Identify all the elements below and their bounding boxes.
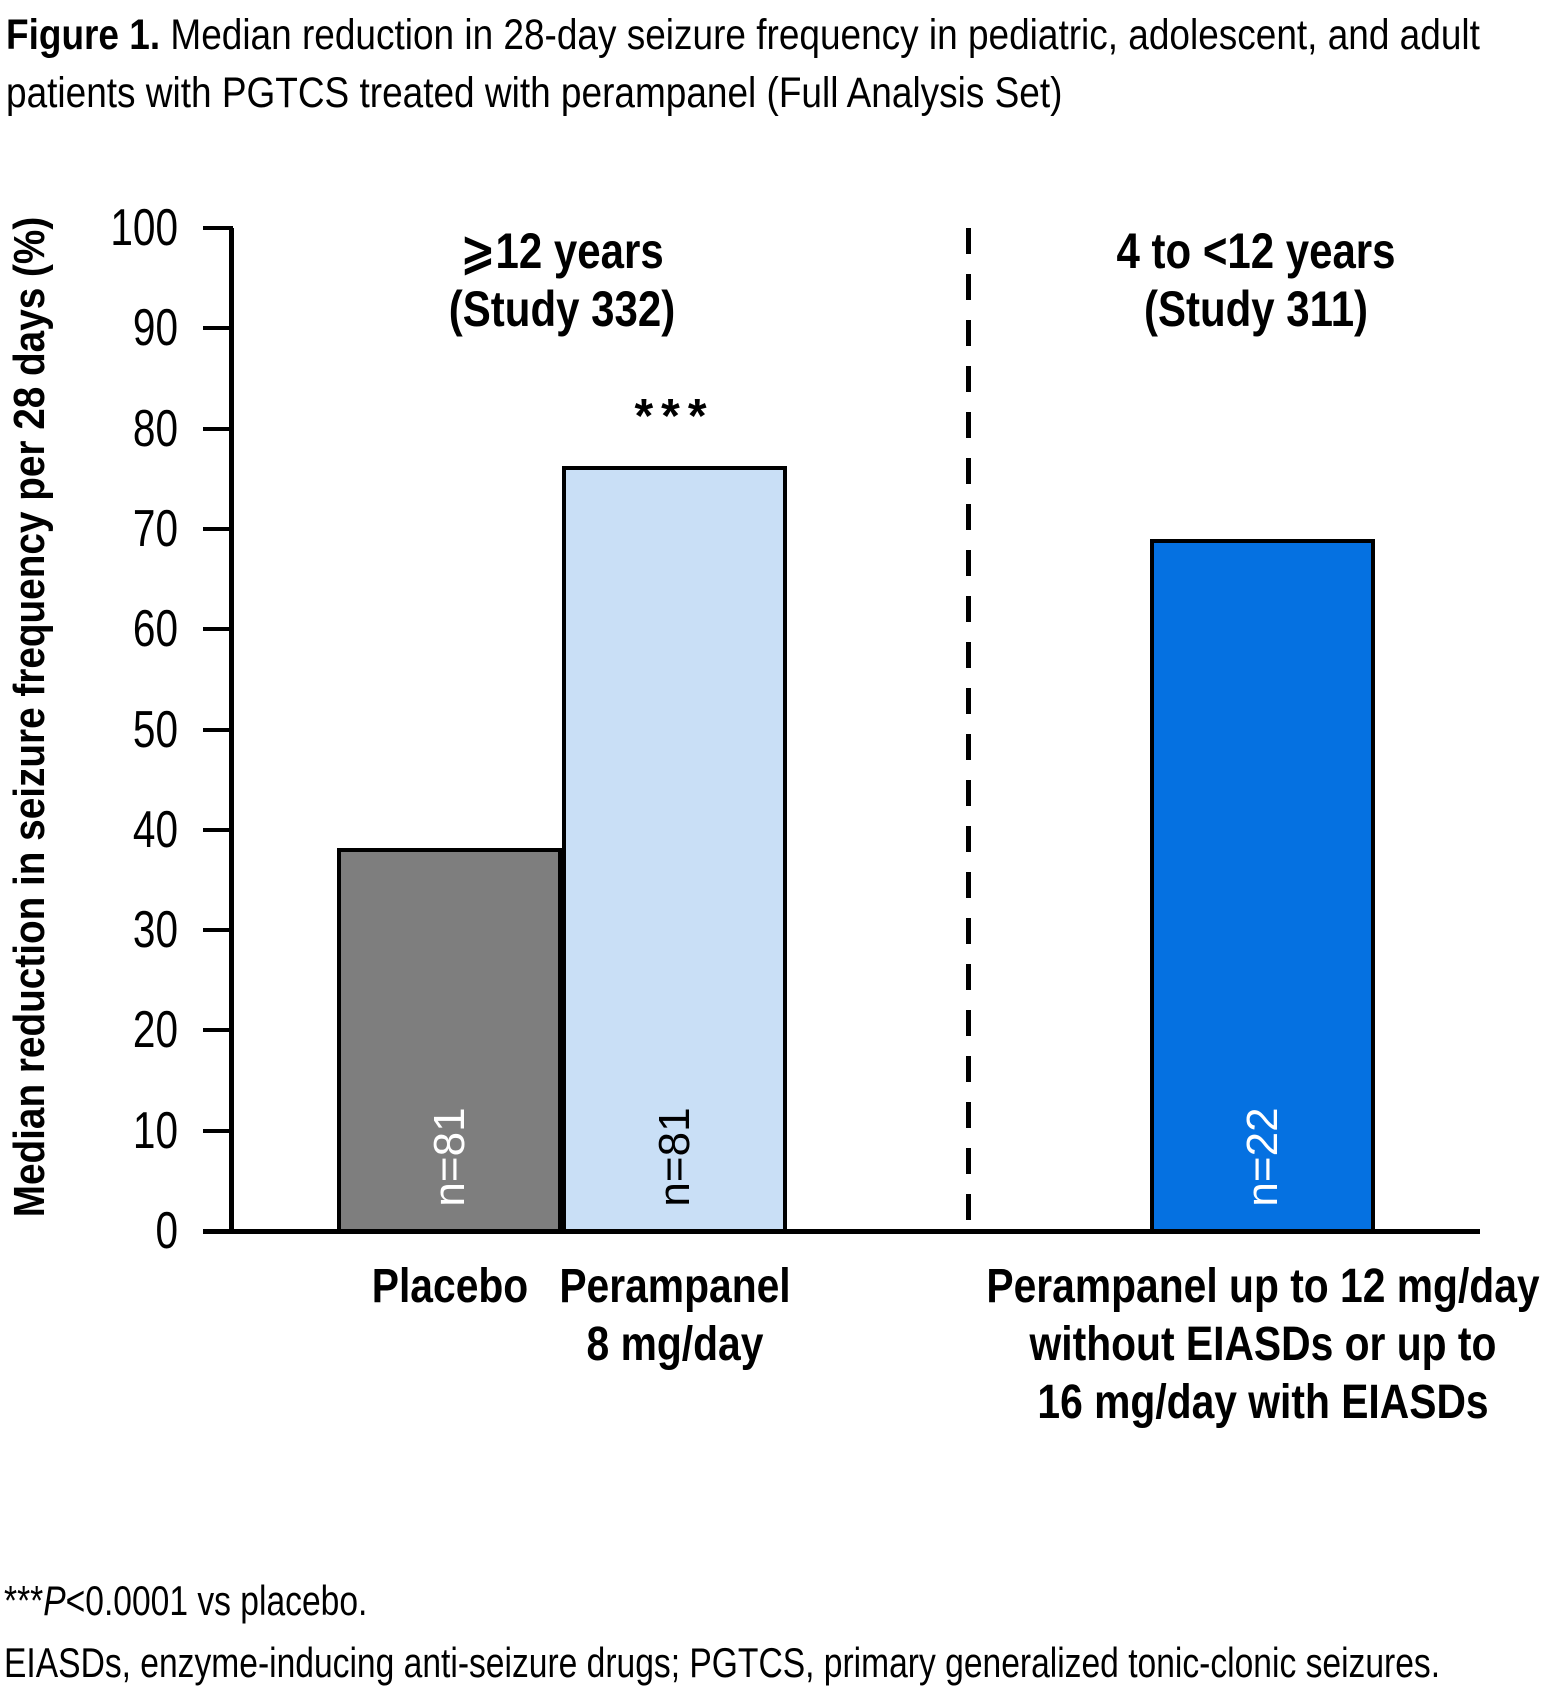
group-header-study-id: (Study 311) [1143,281,1369,337]
y-tick-label-0: 0 [155,1202,178,1260]
y-tick-10 [203,1128,233,1133]
figure-number-label: Figure 1. [6,11,161,59]
y-tick-70 [203,526,233,531]
significance-p-symbol: P [43,1577,66,1624]
y-tick-label-30: 30 [132,901,178,960]
figure-caption: Median reduction in 28-day seizure frequ… [6,11,1480,117]
y-tick-30 [203,928,233,933]
significance-stars: *** [4,1577,44,1624]
significance-annotation: *** [634,390,715,443]
footnote-significance: ***P<0.0001 vs placebo. [4,1576,1564,1626]
y-tick-40 [203,827,233,832]
bar-n-label-perampanel: n=81 [649,1107,699,1207]
bar-n-label-placebo: n=81 [424,1107,474,1207]
x-axis-label-line: without EIASDs or up to [1029,1318,1496,1371]
group-header-study-id: (Study 332) [448,281,676,337]
y-tick-label-50: 50 [132,700,178,759]
y-tick-label-80: 80 [132,399,178,458]
y-tick-label-40: 40 [132,800,178,859]
y-tick-20 [203,1028,233,1033]
x-axis-label-line: 16 mg/day with EIASDs [1036,1376,1489,1429]
x-axis-label-placebo: Placebo [152,1258,747,1316]
footnote-abbreviations: EIASDs, enzyme-inducing anti-seizure dru… [4,1639,1441,1686]
y-tick-50 [203,727,233,732]
group-header-study-332: ⩾12 years (Study 332) [310,222,814,338]
section-divider-dashed-line [966,228,971,1231]
y-tick-100 [203,226,233,230]
x-axis-label-perampanel: Perampanel 8 mg/day [377,1258,972,1374]
y-tick-80 [203,426,233,431]
x-axis-label-line: 8 mg/day [586,1318,763,1371]
x-axis-label-line: Perampanel [558,1260,791,1313]
y-tick-label-70: 70 [132,499,178,558]
y-tick-label-20: 20 [132,1001,178,1060]
bar-placebo [337,848,562,1233]
y-tick-90 [203,326,233,331]
bar-n-label-perampanel-up-to-12-mg-day: n=22 [1237,1107,1287,1207]
group-header-age-range: ⩾12 years [460,223,664,279]
y-tick-label-60: 60 [132,600,178,659]
group-header-age-range: 4 to <12 years [1116,223,1396,279]
figure-title: Figure 1. Median reduction in 28-day sei… [6,6,1568,122]
y-tick-label-10: 10 [132,1101,178,1160]
group-header-study-311: 4 to <12 years (Study 311) [1004,222,1508,338]
y-tick-label-90: 90 [132,299,178,358]
x-axis-label-perampanel-up-to-12-mg-day: Perampanel up to 12 mg/day without EIASDs… [965,1258,1560,1432]
bar-perampanel [562,466,787,1233]
x-axis-label-line: Perampanel up to 12 mg/day [985,1260,1540,1313]
significance-text: <0.0001 vs placebo. [65,1577,368,1624]
y-tick-label-100: 100 [110,199,178,257]
y-tick-60 [203,627,233,632]
x-axis-label-line: Placebo [371,1260,528,1313]
x-axis-line [203,1229,1480,1234]
bar-perampanel-up-to-12-mg-day [1150,539,1375,1233]
